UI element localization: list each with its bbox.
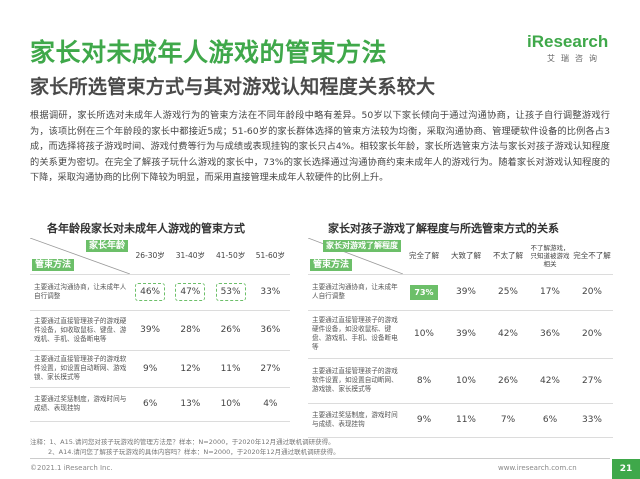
column-header: 26-30岁 bbox=[130, 238, 171, 275]
cell-value: 39% bbox=[445, 274, 487, 311]
table-row: 主要通过奖惩制度，游戏时间与成绩、表现挂钩 9% 11% 7% 6% 33% bbox=[308, 403, 613, 438]
cell-value: 73% bbox=[410, 284, 438, 300]
awareness-table: 家长对游戏了解程度 管束方法 完全了解 大致了解 不太了解 不了解游戏，只知道被… bbox=[308, 238, 613, 438]
row-label: 主要通过沟通协商，让未成年人自行调整 bbox=[308, 274, 403, 311]
footnote-line: 注释：1、A15.请问您对孩子玩游戏的管理方法是？样本：N=2000，于2020… bbox=[30, 438, 335, 446]
cell-value: 11% bbox=[210, 350, 251, 388]
cell-value: 4% bbox=[250, 387, 290, 422]
website-link[interactable]: www.iresearch.com.cn bbox=[498, 464, 577, 472]
cell-value: 20% bbox=[571, 310, 613, 359]
cell-value: 13% bbox=[170, 387, 211, 422]
cell-value: 47% bbox=[175, 283, 206, 301]
row-label: 主要通过直接管理孩子的游戏软件设置，如设置自动断网、游戏锁、家长模式等 bbox=[30, 350, 130, 388]
column-header: 51-60岁 bbox=[250, 238, 290, 275]
table-row: 主要通过直接管理孩子的游戏硬件设备，如没收鼠标、键盘、游戏机、手机、设备断电等 … bbox=[308, 310, 613, 359]
table-row: 主要通过直接管理孩子的游戏软件设置，如设置自动断网、游戏锁、家长模式等 9% 1… bbox=[30, 350, 290, 388]
cell-value: 6% bbox=[130, 387, 171, 422]
cell-value: 25% bbox=[487, 274, 529, 311]
cell-value: 36% bbox=[529, 310, 571, 359]
left-table-title: 各年龄段家长对未成年人游戏的管束方式 bbox=[47, 222, 245, 235]
cell-value: 53% bbox=[215, 283, 246, 301]
header-top-label: 家长对游戏了解程度 bbox=[323, 240, 401, 252]
table-row: 主要通过沟通协商，让未成年人自行调整 46% 47% 53% 33% bbox=[30, 274, 290, 311]
cell-value: 9% bbox=[130, 350, 171, 388]
header-bottom-label: 管束方法 bbox=[310, 258, 353, 271]
footnote: 注释：1、A15.请问您对孩子玩游戏的管理方法是？样本：N=2000，于2020… bbox=[30, 437, 340, 457]
column-header: 31-40岁 bbox=[170, 238, 211, 275]
page-subtitle: 家长所选管束方式与其对游戏认知程度关系较大 bbox=[30, 76, 436, 98]
cell-value: 42% bbox=[529, 358, 571, 404]
cell-value: 27% bbox=[571, 358, 613, 404]
diagonal-line bbox=[30, 238, 130, 274]
cell-value: 11% bbox=[445, 403, 487, 438]
row-label: 主要通过直接管理孩子的游戏硬件设备，如收取鼠标、键盘、游戏机、手机、设备断电等 bbox=[30, 310, 130, 351]
cell-value: 17% bbox=[529, 274, 571, 311]
cell-value: 7% bbox=[487, 403, 529, 438]
column-header: 不太了解 bbox=[487, 238, 529, 275]
cell-value: 10% bbox=[403, 310, 445, 359]
footer-divider bbox=[30, 458, 610, 459]
cell-value: 36% bbox=[250, 310, 290, 351]
cell-value: 9% bbox=[403, 403, 445, 438]
table-row: 主要通过沟通协商，让未成年人自行调整 73% 39% 25% 17% 20% bbox=[308, 274, 613, 311]
table-row: 主要通过直接管理孩子的游戏硬件设备，如收取鼠标、键盘、游戏机、手机、设备断电等 … bbox=[30, 310, 290, 351]
table-header-row: 家长对游戏了解程度 管束方法 完全了解 大致了解 不太了解 不了解游戏，只知道被… bbox=[308, 238, 613, 275]
header-top-label: 家长年龄 bbox=[85, 240, 128, 252]
copyright-text: ©2021.1 iResearch Inc. bbox=[30, 464, 113, 472]
cell-value: 28% bbox=[170, 310, 211, 351]
column-header: 41-50岁 bbox=[210, 238, 251, 275]
diagonal-header-cell: 家长年龄 管束方法 bbox=[30, 238, 130, 275]
table-row: 主要通过奖惩制度，游戏时间与成绩、表现挂钩 6% 13% 10% 4% bbox=[30, 387, 290, 422]
page-number: 21 bbox=[612, 459, 640, 479]
age-group-table: 家长年龄 管束方法 26-30岁 31-40岁 41-50岁 51-60岁 主要… bbox=[30, 238, 290, 422]
right-table-title: 家长对孩子游戏了解程度与所选管束方式的关系 bbox=[328, 222, 559, 235]
diagonal-header-cell: 家长对游戏了解程度 管束方法 bbox=[308, 238, 403, 275]
row-label: 主要通过奖惩制度，游戏时间与成绩、表现挂钩 bbox=[30, 387, 130, 422]
iresearch-logo: iResearch 艾瑞咨询 bbox=[527, 32, 613, 64]
page-title: 家长对未成年人游戏的管束方法 bbox=[30, 38, 388, 67]
table-row: 主要通过直接管理孩子的游戏软件设置，如设置自动断网、游戏锁、家长模式等 8% 1… bbox=[308, 358, 613, 404]
table-header-row: 家长年龄 管束方法 26-30岁 31-40岁 41-50岁 51-60岁 bbox=[30, 238, 290, 275]
logo-main-text: iResearch bbox=[527, 32, 609, 51]
cell-value: 20% bbox=[571, 274, 613, 311]
column-header: 完全了解 bbox=[403, 238, 445, 275]
logo-sub-text: 艾瑞咨询 bbox=[547, 54, 603, 63]
row-label: 主要通过沟通协商，让未成年人自行调整 bbox=[30, 274, 130, 311]
row-label: 主要通过直接管理孩子的游戏软件设置，如设置自动断网、游戏锁、家长模式等 bbox=[308, 358, 403, 404]
cell-value: 39% bbox=[445, 310, 487, 359]
cell-value: 27% bbox=[250, 350, 290, 388]
cell-value: 33% bbox=[250, 274, 290, 311]
cell-value: 10% bbox=[210, 387, 251, 422]
cell-value: 42% bbox=[487, 310, 529, 359]
cell-value: 6% bbox=[529, 403, 571, 438]
cell-value: 8% bbox=[403, 358, 445, 404]
body-paragraph: 根据调研，家长所选对未成年人游戏行为的管束方法在不同年龄段中略有差异。50岁以下… bbox=[30, 110, 610, 184]
row-label: 主要通过直接管理孩子的游戏硬件设备，如没收鼠标、键盘、游戏机、手机、设备断电等 bbox=[308, 310, 403, 359]
footnote-line: 2、A14.请问您了解孩子玩游戏的具体内容吗？样本：N=2000，于2020年1… bbox=[48, 448, 340, 456]
column-header: 不了解游戏，只知道被游戏相关 bbox=[529, 238, 571, 275]
row-label: 主要通过奖惩制度，游戏时间与成绩、表现挂钩 bbox=[308, 403, 403, 438]
cell-value: 10% bbox=[445, 358, 487, 404]
column-header: 大致了解 bbox=[445, 238, 487, 275]
cell-value: 39% bbox=[130, 310, 171, 351]
header-bottom-label: 管束方法 bbox=[32, 258, 75, 271]
cell-value: 33% bbox=[571, 403, 613, 438]
cell-value: 46% bbox=[135, 283, 166, 301]
cell-value: 12% bbox=[170, 350, 211, 388]
cell-value: 26% bbox=[487, 358, 529, 404]
column-header: 完全不了解 bbox=[571, 238, 613, 275]
cell-value: 26% bbox=[210, 310, 251, 351]
